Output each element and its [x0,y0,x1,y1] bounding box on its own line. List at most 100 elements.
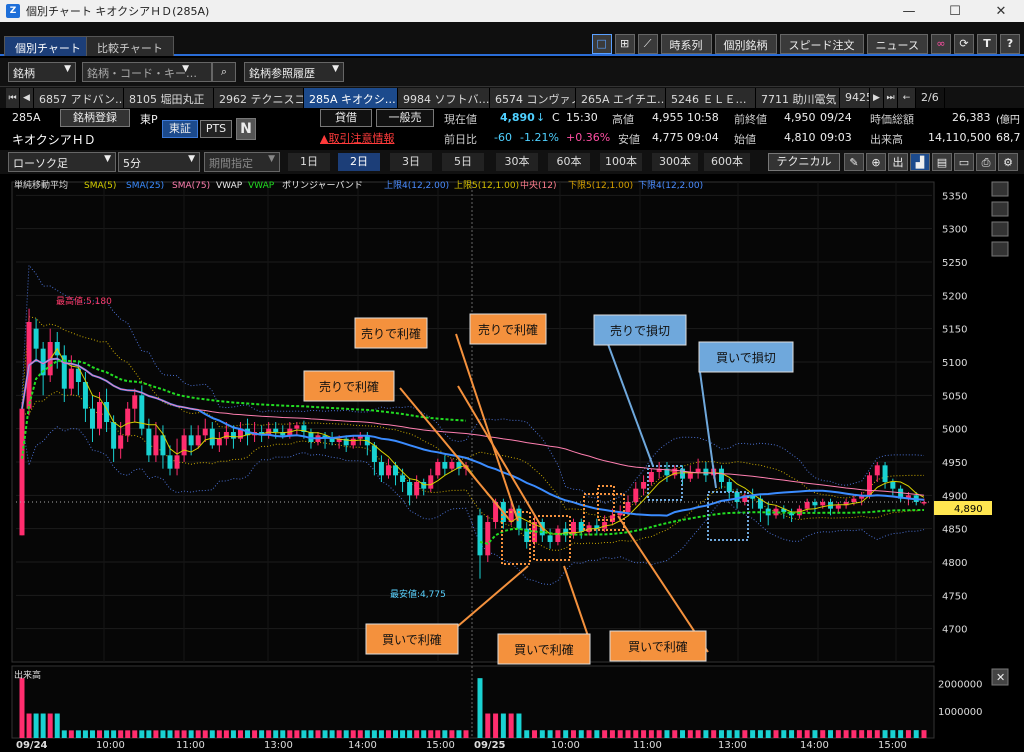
annotation-arrow [604,335,654,467]
stock-tab[interactable]: 265A エイチエ… [576,87,666,108]
draw-icon[interactable]: ✎ [844,153,864,171]
low-label: 安値 [618,133,640,146]
single-layout-icon[interactable]: □ [591,34,612,54]
zoom-icon[interactable]: ⊕ [866,153,886,171]
period-60[interactable]: 60本 [548,153,590,171]
minimize-button[interactable]: — [902,3,916,19]
stock-tab[interactable]: 6574 コンヴァノ [490,87,576,108]
caution-link[interactable]: ▲取引注意情報 [320,130,394,146]
quote-panel: 285A 銘柄登録 東P キオクシアＨＤ 東証 PTS N 貸借 一般売 ▲取引… [0,108,1024,150]
link-icon[interactable]: ∞ [931,34,951,54]
stock-tab[interactable]: 2962 テクニスコ [214,87,304,108]
chart-area[interactable]: 5350 5300 5250 5200 5150 5100 5050 5000 4950 4900… [8,176,1016,752]
volume-bar [294,730,300,738]
next-page-icon[interactable]: ▶ [870,87,884,108]
search-input[interactable]: 銘柄・コード・キー… ▼ [82,62,212,82]
period-2d[interactable]: 2日 [338,153,380,171]
stock-tab-active[interactable]: 285A キオクシ… [304,87,398,108]
first-page-icon[interactable]: ⏮ [6,87,20,108]
candle-body [695,468,701,472]
brand-select[interactable]: 銘柄 ▼ [8,62,76,82]
stock-tab[interactable]: 9425 [840,87,870,108]
candle-body [633,488,639,502]
maximize-button[interactable]: ☐ [949,3,961,19]
volume-bar [594,730,600,738]
chart-type-select[interactable]: ローソク足 ▼ [8,152,116,172]
candle-body [414,482,420,496]
register-stock-button[interactable]: 銘柄登録 [60,109,130,127]
candle-body [294,425,300,429]
tab-individual-chart[interactable]: 個別チャート [4,36,92,56]
period-5d[interactable]: 5日 [442,153,484,171]
period-100[interactable]: 100本 [600,153,642,171]
volume-close-icon[interactable] [991,668,1009,686]
time-series-button[interactable]: 時系列 [660,34,712,54]
back-arrow-icon[interactable]: ← [898,87,916,108]
window-title: 個別チャート キオクシアＨＤ(285A) [26,5,210,18]
print-icon[interactable]: ⎙ [976,153,996,171]
volume-bar [287,730,293,738]
pane-maximize-icon[interactable] [991,181,1009,197]
settings-gear-icon[interactable]: ⚙ [998,153,1018,171]
refresh-icon[interactable]: ⟳ [954,34,974,54]
down-arrow-icon: ↓ [536,111,546,124]
candle-body [672,468,678,476]
period-600[interactable]: 600本 [704,153,750,171]
folder-icon[interactable]: ▭ [954,153,974,171]
period-select[interactable]: 期間指定 ▼ [204,152,280,172]
x-tick-label: 11:00 [633,740,662,751]
tab-compare-chart[interactable]: 比較チャート [86,36,174,56]
area-chart-icon[interactable]: ▟ [910,153,930,171]
stock-tab[interactable]: 5246 ＥＬＥ… [666,87,756,108]
volume-toggle-icon[interactable]: 出 [888,153,908,171]
notes-icon[interactable]: ▤ [932,153,952,171]
candle-body [82,382,88,409]
x-tick-label: 15:00 [426,740,455,751]
candle-body [516,508,522,529]
search-icon[interactable]: ⌕ [212,62,236,82]
redo-icon[interactable] [991,241,1009,257]
news-button[interactable]: ニュース [866,34,928,54]
prev-page-icon[interactable]: ◀ [20,87,34,108]
interval-select[interactable]: 5分 ▼ [118,152,200,172]
app-icon: Z [6,4,20,18]
volume-bar [609,730,615,738]
undo-icon[interactable] [991,221,1009,237]
page-indicator: 2/6 [916,87,945,108]
stock-tab[interactable]: 7711 助川電気 [756,87,840,108]
stock-tab[interactable]: 9984 ソフトバ… [398,87,490,108]
volume-bar [378,730,384,738]
period-3d[interactable]: 3日 [390,153,432,171]
close-button[interactable]: ✕ [995,3,1007,19]
volume-bar [463,730,469,738]
candle-body [237,428,243,439]
text-icon[interactable]: T [977,34,997,54]
candlestick-chart[interactable]: 5350 5300 5250 5200 5150 5100 5050 5000 4950 4900… [8,176,1016,752]
speed-order-button[interactable]: スピード注文 [779,34,864,54]
volume-bar [442,730,448,738]
brand-select-label: 銘柄 [13,67,35,80]
pen-tool-icon[interactable]: ⟋ [637,34,658,54]
candle-body [456,462,462,469]
n-badge[interactable]: N [236,118,256,140]
stock-tab[interactable]: 8105 堀田丸正 [124,87,214,108]
technical-button[interactable]: テクニカル [768,153,840,171]
grid-layout-icon[interactable]: ⊞ [614,34,635,54]
period-1d[interactable]: 1日 [288,153,330,171]
y-tick-label: 5000 [942,425,967,436]
volume-bar [641,730,647,738]
volume-bar [195,730,201,738]
lock-icon[interactable] [991,201,1009,217]
volume-bar [167,730,173,738]
history-select[interactable]: 銘柄参照履歴 ▼ [244,62,344,82]
volume-bar [19,678,25,738]
individual-stock-button[interactable]: 個別銘柄 [714,34,777,54]
volume-value: 14,110,500 [928,131,991,144]
period-30[interactable]: 30本 [496,153,538,171]
tse-toggle[interactable]: 東証 [162,120,198,138]
last-page-icon[interactable]: ⏭ [884,87,898,108]
stock-tab[interactable]: 6857 アドバン… [34,87,124,108]
help-icon[interactable]: ? [1000,34,1020,54]
pts-toggle[interactable]: PTS [200,120,232,138]
period-300[interactable]: 300本 [652,153,698,171]
